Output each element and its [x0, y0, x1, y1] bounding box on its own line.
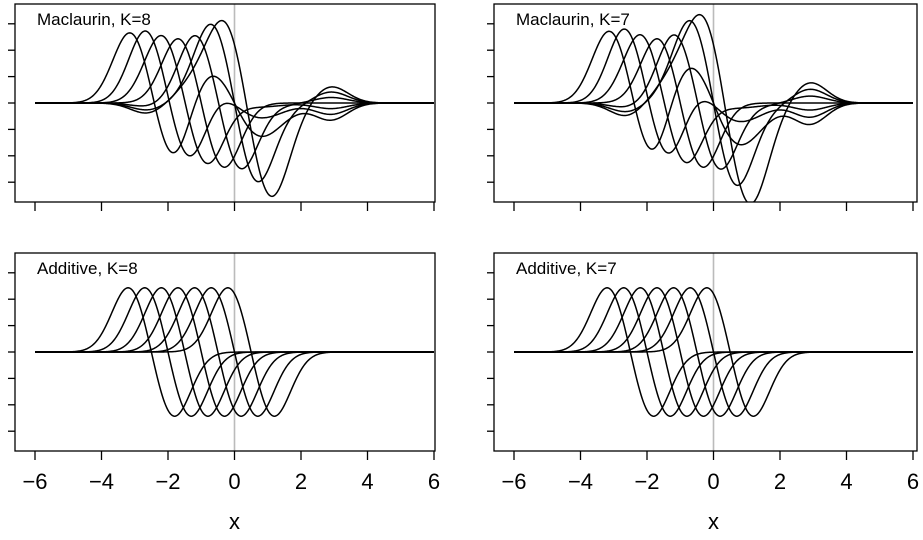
- panel-title: Additive, K=8: [37, 259, 138, 278]
- x-tick-label: 6: [428, 469, 440, 494]
- x-tick-label: 4: [840, 469, 852, 494]
- x-tick-label: −6: [501, 469, 526, 494]
- x-tick-label: 2: [774, 469, 786, 494]
- x-tick-label: −2: [634, 469, 659, 494]
- x-tick-label: 0: [228, 469, 240, 494]
- chart-panel-2: Maclaurin, K=7: [487, 3, 918, 211]
- panel-title: Maclaurin, K=8: [37, 10, 151, 29]
- x-tick-label: 4: [361, 469, 373, 494]
- chart-panel-3: Additive, K=8 −6 −4 −2 0 2 4 6 x: [8, 252, 440, 534]
- panel-title: Maclaurin, K=7: [516, 10, 630, 29]
- x-tick-label: 0: [707, 469, 719, 494]
- series-line-7: [514, 287, 913, 417]
- x-tick-label: −4: [89, 469, 114, 494]
- chart-panel-1: Maclaurin, K=8: [8, 3, 436, 211]
- series-line-7: [514, 13, 913, 202]
- x-axis-label: x: [229, 509, 240, 534]
- x-axis-label: x: [708, 509, 719, 534]
- chart-panel-4: Additive, K=7 −6 −4 −2 0 2 4 6 x: [487, 252, 919, 534]
- x-tick-label: −4: [568, 469, 593, 494]
- x-tick-label: −6: [22, 469, 47, 494]
- x-tick-label: −2: [155, 469, 180, 494]
- x-tick-label: 2: [295, 469, 307, 494]
- series-line-7: [35, 19, 434, 198]
- x-tick-label: 6: [907, 469, 919, 494]
- series-line-7: [35, 287, 434, 417]
- panel-title: Additive, K=7: [516, 259, 617, 278]
